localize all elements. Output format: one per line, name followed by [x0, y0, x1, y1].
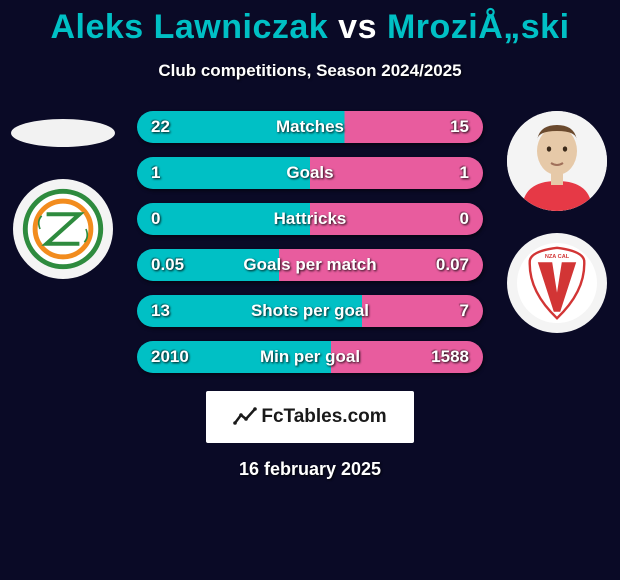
stat-left-value: 1 — [151, 163, 160, 183]
player-photo-icon — [507, 111, 607, 211]
stat-label: Min per goal — [260, 347, 360, 367]
stat-label: Goals per match — [243, 255, 376, 275]
stat-row-hattricks: 0 Hattricks 0 — [137, 203, 483, 235]
stat-label: Hattricks — [274, 209, 347, 229]
stat-right-value: 1 — [460, 163, 469, 183]
player2-avatar — [507, 111, 607, 211]
stat-label: Shots per goal — [251, 301, 369, 321]
player1-column — [8, 111, 118, 279]
stats-table: 22 Matches 15 1 Goals 1 0 Hattricks 0 0.05 Goals p… — [137, 111, 483, 373]
stat-right-value: 1588 — [431, 347, 469, 367]
player1-name: Aleks Lawniczak — [50, 8, 328, 46]
stat-right-value: 15 — [450, 117, 469, 137]
page-title: Aleks Lawniczak vs MroziÅ„ski — [0, 0, 620, 47]
stat-row-min-per-goal: 2010 Min per goal 1588 — [137, 341, 483, 373]
stat-left-value: 0 — [151, 209, 160, 229]
stat-right-value: 7 — [460, 301, 469, 321]
brand-label: FcTables.com — [261, 406, 386, 428]
chart-icon — [233, 405, 257, 429]
zaglebie-lubin-icon — [22, 188, 104, 270]
stat-row-matches: 22 Matches 15 — [137, 111, 483, 143]
player2-club-badge: NZA CAL — [507, 233, 607, 333]
subtitle: Club competitions, Season 2024/2025 — [0, 61, 620, 81]
stat-right-value: 0.07 — [436, 255, 469, 275]
stat-left-value: 0.05 — [151, 255, 184, 275]
stat-left-value: 13 — [151, 301, 170, 321]
stat-row-goals: 1 Goals 1 — [137, 157, 483, 189]
brand-text: FcTables.com — [233, 405, 386, 429]
brand-box: FcTables.com — [206, 391, 414, 443]
comparison-main: NZA CAL 22 Matches 15 1 Goals 1 0 Hattricks 0 0.0… — [0, 111, 620, 480]
vs-text: vs — [338, 8, 377, 46]
svg-text:NZA CAL: NZA CAL — [545, 254, 570, 260]
stat-row-shots-per-goal: 13 Shots per goal 7 — [137, 295, 483, 327]
stat-left-value: 22 — [151, 117, 170, 137]
player1-club-badge — [13, 179, 113, 279]
player1-avatar-placeholder — [11, 119, 115, 147]
date-label: 16 february 2025 — [0, 459, 620, 480]
stat-label: Matches — [276, 117, 344, 137]
stat-row-goals-per-match: 0.05 Goals per match 0.07 — [137, 249, 483, 281]
stat-label: Goals — [286, 163, 333, 183]
stat-left-value: 2010 — [151, 347, 189, 367]
vicenza-icon: NZA CAL — [517, 243, 597, 323]
player2-column: NZA CAL — [502, 111, 612, 333]
stat-right-value: 0 — [460, 209, 469, 229]
player2-name: MroziÅ„ski — [387, 8, 570, 46]
